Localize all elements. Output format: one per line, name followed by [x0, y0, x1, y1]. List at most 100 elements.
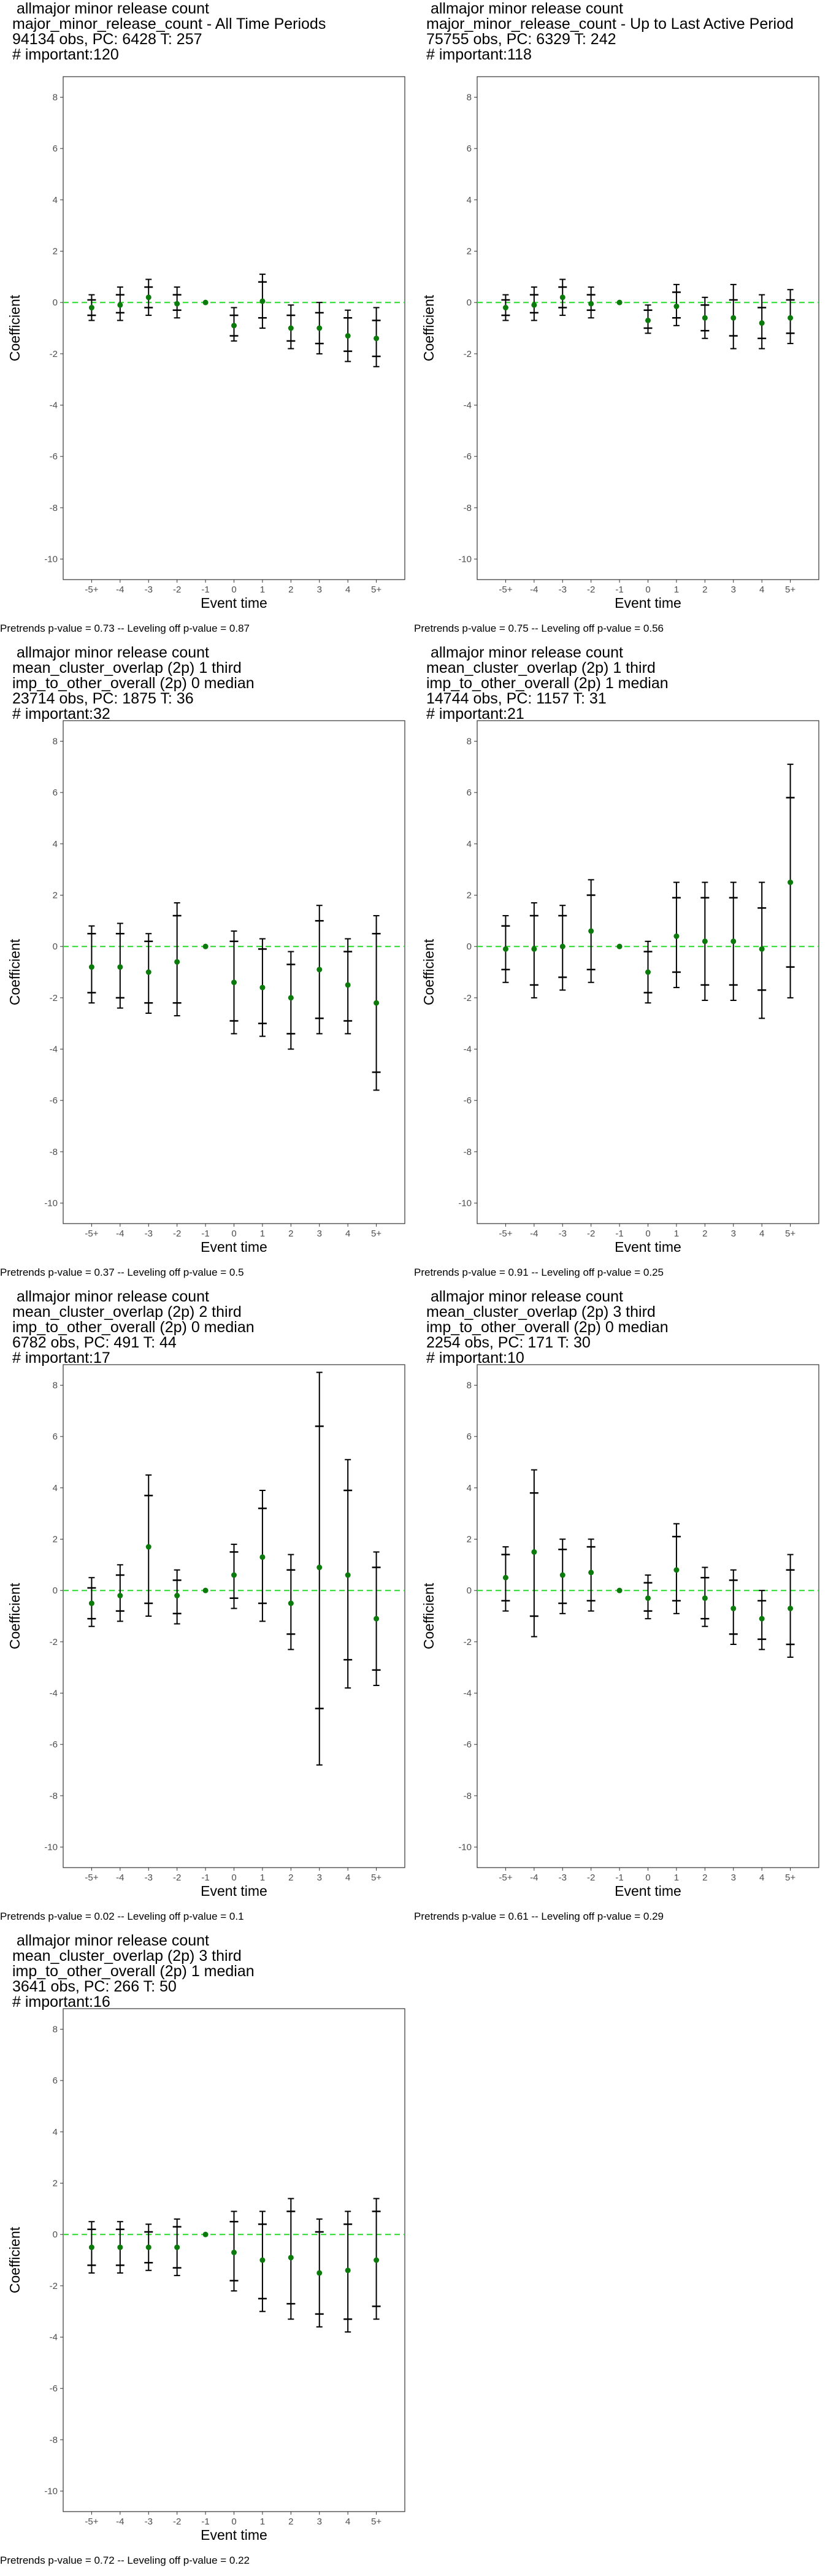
y-tick-label: -8 [464, 1147, 472, 1157]
point-estimate [759, 946, 765, 952]
chart-title-line: allmajor minor release count [12, 1288, 209, 1305]
x-tick-label: -4 [116, 585, 124, 595]
y-tick-label: -2 [50, 993, 58, 1003]
point-estimate [231, 323, 237, 329]
estimate-1 [672, 1523, 681, 1614]
y-tick-label: 6 [53, 788, 58, 798]
point-estimate [345, 2267, 351, 2274]
p-value-note: Pretrends p-value = 0.02 -- Leveling off… [0, 1911, 244, 1922]
x-axis-label: Event time [201, 595, 267, 611]
chart-title-line: 23714 obs, PC: 1875 T: 36 [12, 690, 194, 707]
x-tick-label: 0 [231, 1873, 236, 1883]
chart-title: allmajor minor release count mean_cluster… [12, 645, 255, 722]
chart-title: allmajor minor release count mean_cluster… [426, 1289, 669, 1366]
y-tick-label: -6 [50, 1739, 58, 1750]
point-estimate [288, 1600, 294, 1606]
chart-title-line: allmajor minor release count [12, 1932, 209, 1949]
point-estimate [645, 1595, 651, 1601]
x-tick-label: -3 [145, 2517, 153, 2527]
x-tick-label: 4 [345, 2517, 350, 2527]
p-value-note: Pretrends p-value = 0.73 -- Leveling off… [0, 623, 250, 634]
x-tick-label: -2 [173, 585, 181, 595]
point-estimate [88, 1600, 94, 1606]
estimate-3 [315, 905, 324, 1035]
x-tick-label: 1 [674, 1229, 679, 1239]
chart-title-line: mean_cluster_overlap (2p) 2 third [12, 1303, 242, 1321]
x-tick-label: 3 [317, 2517, 322, 2527]
estimate--4 [529, 286, 539, 321]
y-axis-label: Coefficient [421, 938, 437, 1005]
estimate--1 [616, 943, 623, 949]
y-tick-label: 8 [53, 2024, 58, 2034]
chart-title-line: mean_cluster_overlap (2p) 3 third [12, 1947, 242, 1965]
y-tick-label: -2 [464, 993, 472, 1003]
estimate-0 [229, 930, 239, 1035]
estimate-2 [286, 951, 296, 1050]
estimate--3 [558, 278, 567, 316]
x-axis-label: Event time [615, 1239, 681, 1255]
estimate--2 [172, 902, 182, 1017]
x-tick-label: 1 [260, 1229, 265, 1239]
x-tick-label: -2 [587, 1873, 595, 1883]
estimate--2 [586, 1538, 596, 1612]
estimate-5+ [786, 764, 795, 999]
chart-panel: allmajor minor release count mean_cluster… [414, 1288, 828, 1932]
x-tick-label: 4 [759, 1229, 764, 1239]
y-tick-label: 4 [53, 2127, 58, 2137]
estimate--5+ [87, 294, 96, 321]
estimate-1 [258, 2210, 267, 2312]
y-tick-label: 4 [467, 1483, 472, 1493]
y-tick-label: 6 [53, 2076, 58, 2086]
chart-title-line: imp_to_other_overall (2p) 0 median [12, 675, 255, 692]
x-tick-label: 2 [702, 585, 707, 595]
chart-title-line: allmajor minor release count [426, 0, 623, 17]
point-estimate [145, 2244, 151, 2250]
x-tick-label: 5+ [785, 1229, 795, 1239]
chart-panel: allmajor minor release count mean_cluster… [0, 1288, 414, 1932]
estimate-3 [315, 2218, 324, 2328]
y-tick-label: 4 [53, 839, 58, 849]
y-tick-label: 0 [467, 1585, 472, 1596]
x-tick-label: 1 [260, 585, 265, 595]
chart-title-line: mean_cluster_overlap (2p) 1 third [426, 659, 656, 677]
y-tick-label: 2 [53, 2178, 58, 2188]
x-tick-label: 5+ [371, 1229, 381, 1239]
chart-title-line: # important:32 [12, 705, 110, 723]
point-estimate [288, 995, 294, 1001]
estimate--5+ [501, 1546, 510, 1612]
y-tick-label: -4 [464, 401, 472, 411]
point-estimate [202, 943, 209, 949]
point-estimate [202, 2231, 209, 2237]
x-tick-label: -1 [201, 2517, 209, 2527]
y-tick-label: -4 [464, 1689, 472, 1699]
y-tick-label: 0 [53, 2229, 58, 2240]
estimate-2 [286, 304, 296, 350]
estimate--3 [144, 1474, 153, 1617]
x-tick-label: 1 [260, 1873, 265, 1883]
chart-title-line: imp_to_other_overall (2p) 1 median [12, 1963, 255, 1980]
x-tick-label: 0 [231, 1229, 236, 1239]
y-tick-label: -6 [50, 1095, 58, 1106]
y-axis-label: Coefficient [421, 294, 437, 361]
x-tick-label: 0 [645, 1873, 650, 1883]
point-estimate [702, 1595, 708, 1601]
point-estimate [730, 315, 737, 321]
chart-title: allmajor minor release count mean_cluster… [12, 1289, 255, 1366]
estimate--2 [172, 2218, 182, 2277]
x-tick-label: -4 [530, 1873, 538, 1883]
estimate-3 [729, 881, 738, 1002]
point-estimate [616, 299, 623, 305]
chart-title-line: mean_cluster_overlap (2p) 1 third [12, 659, 242, 677]
chart-title-line: major_minor_release_count - Up to Last A… [426, 15, 794, 33]
y-tick-label: 2 [467, 890, 472, 900]
y-tick-label: -4 [464, 1045, 472, 1055]
chart-title-line: # important:120 [12, 46, 119, 63]
x-tick-label: -5+ [499, 1873, 512, 1883]
y-tick-label: 2 [467, 1534, 472, 1544]
x-tick-label: 5+ [371, 585, 381, 595]
y-tick-label: -4 [50, 2333, 58, 2343]
